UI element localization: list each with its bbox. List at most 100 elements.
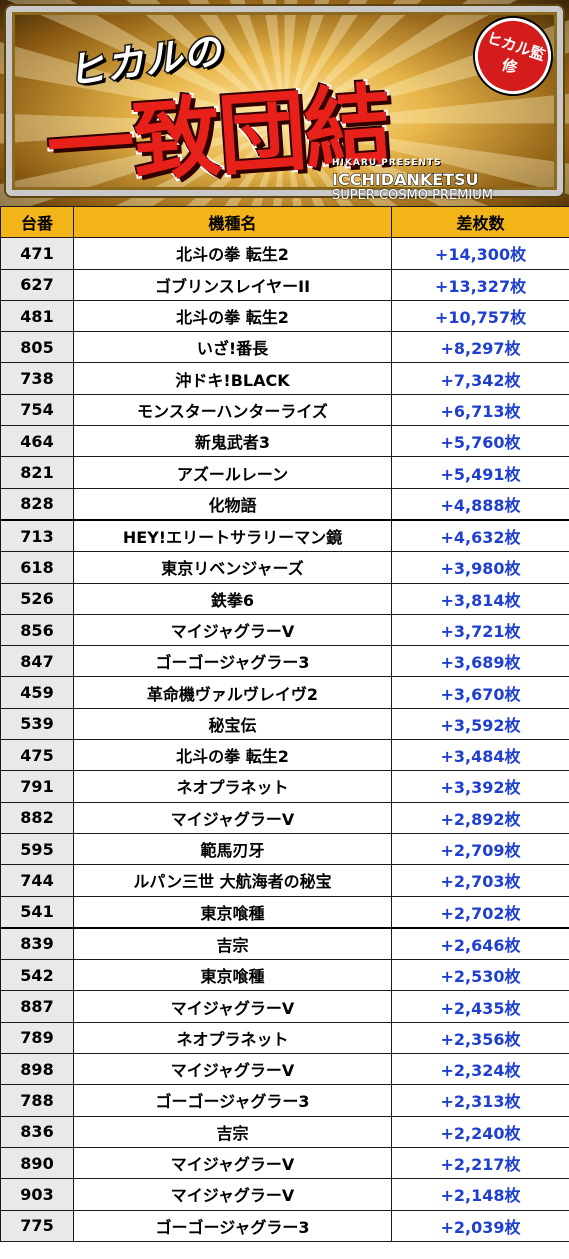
table-row: 459 革命機ヴァルヴレイヴ2 +3,670枚	[0, 676, 569, 709]
header-banner: ヒカルの 一致団結 ヒカル監修 HIKARU PRESENTS ICCHIDAN…	[0, 0, 569, 206]
table-row: 789 ネオプラネット +2,356枚	[0, 1021, 569, 1055]
machine-number-cell: 788	[0, 1084, 74, 1117]
model-name-cell: 革命機ヴァルヴレイヴ2	[73, 676, 392, 709]
difference-cell: +2,240枚	[391, 1115, 569, 1148]
model-name-cell: 東京リベンジャーズ	[73, 551, 392, 584]
machine-number-cell: 890	[0, 1146, 74, 1180]
machine-number-cell: 595	[0, 832, 74, 866]
difference-cell: +2,709枚	[391, 832, 569, 866]
machine-number-cell: 754	[0, 393, 74, 427]
difference-cell: +2,530枚	[391, 959, 569, 992]
machine-number-cell: 526	[0, 582, 74, 615]
model-name-cell: 東京喰種	[73, 959, 392, 992]
machine-number-cell: 791	[0, 770, 74, 803]
table-row: 821 アズールレーン +5,491枚	[0, 456, 569, 489]
table-row: 805 いざ!番長 +8,297枚	[0, 331, 569, 364]
model-name-cell: ゴブリンスレイヤーII	[73, 268, 392, 301]
difference-cell: +4,632枚	[391, 518, 569, 553]
model-name-cell: モンスターハンターライズ	[73, 393, 392, 427]
machine-number-cell: 541	[0, 895, 74, 929]
machine-number-cell: 475	[0, 739, 74, 772]
machine-number-cell: 618	[0, 551, 74, 584]
banner-light-rays	[0, 0, 569, 206]
difference-cell: +7,342枚	[391, 362, 569, 395]
difference-cell: +2,702枚	[391, 895, 569, 929]
difference-cell: +3,670枚	[391, 676, 569, 709]
machine-number-cell: 464	[0, 425, 74, 458]
model-name-cell: 秘宝伝	[73, 707, 392, 741]
table-row: 890 マイジャグラーV +2,217枚	[0, 1146, 569, 1180]
machine-number-cell: 738	[0, 362, 74, 395]
model-name-cell: ルパン三世 大航海者の秘宝	[73, 864, 392, 897]
model-name-cell: 北斗の拳 転生2	[73, 299, 392, 333]
table-row: 836 吉宗 +2,240枚	[0, 1115, 569, 1148]
difference-cell: +5,760枚	[391, 425, 569, 458]
difference-cell: +2,324枚	[391, 1053, 569, 1086]
difference-cell: +2,892枚	[391, 801, 569, 834]
difference-cell: +2,356枚	[391, 1021, 569, 1055]
table-row: 481 北斗の拳 転生2 +10,757枚	[0, 299, 569, 333]
table-row: 526 鉄拳6 +3,814枚	[0, 582, 569, 615]
table-row: 539 秘宝伝 +3,592枚	[0, 707, 569, 741]
machine-number-cell: 836	[0, 1115, 74, 1148]
machine-number-cell: 542	[0, 959, 74, 992]
machine-number-cell: 821	[0, 456, 74, 489]
machine-number-cell: 856	[0, 613, 74, 647]
column-header-model-name: 機種名	[73, 205, 392, 239]
machine-number-cell: 847	[0, 645, 74, 678]
model-name-cell: ゴーゴージャグラー3	[73, 645, 392, 678]
banner-logo-text: ICCHIDANKETSU	[332, 170, 480, 190]
machine-number-cell: 459	[0, 676, 74, 709]
difference-cell: +3,484枚	[391, 739, 569, 772]
difference-cell: +6,713枚	[391, 393, 569, 427]
difference-cell: +3,689枚	[391, 645, 569, 678]
table-row: 898 マイジャグラーV +2,324枚	[0, 1053, 569, 1086]
machine-number-cell: 471	[0, 237, 74, 270]
difference-cell: +3,721枚	[391, 613, 569, 647]
difference-cell: +4,888枚	[391, 487, 569, 521]
difference-cell: +2,646枚	[391, 926, 569, 961]
model-name-cell: ゴーゴージャグラー3	[73, 1084, 392, 1117]
table-row: 627 ゴブリンスレイヤーII +13,327枚	[0, 268, 569, 301]
table-row: 595 範馬刃牙 +2,709枚	[0, 832, 569, 866]
difference-cell: +3,392枚	[391, 770, 569, 803]
column-header-difference: 差枚数	[391, 205, 569, 239]
table-row: 856 マイジャグラーV +3,721枚	[0, 613, 569, 647]
difference-cell: +2,313枚	[391, 1084, 569, 1117]
difference-cell: +3,980枚	[391, 551, 569, 584]
model-name-cell: 東京喰種	[73, 895, 392, 929]
machine-number-cell: 775	[0, 1209, 74, 1242]
model-name-cell: 化物語	[73, 487, 392, 521]
banner-presents: HIKARU PRESENTS	[332, 158, 442, 168]
difference-cell: +8,297枚	[391, 331, 569, 364]
table-row: 464 新鬼武者3 +5,760枚	[0, 425, 569, 458]
difference-cell: +13,327枚	[391, 268, 569, 301]
table-row: 847 ゴーゴージャグラー3 +3,689枚	[0, 645, 569, 678]
machine-number-cell: 789	[0, 1021, 74, 1055]
table-row: 471 北斗の拳 転生2 +14,300枚	[0, 237, 569, 270]
table-row: 754 モンスターハンターライズ +6,713枚	[0, 393, 569, 427]
difference-cell: +10,757枚	[391, 299, 569, 333]
difference-cell: +2,703枚	[391, 864, 569, 897]
table-row: 903 マイジャグラーV +2,148枚	[0, 1178, 569, 1211]
difference-cell: +2,039枚	[391, 1209, 569, 1242]
machine-number-cell: 839	[0, 926, 74, 961]
model-name-cell: ネオプラネット	[73, 770, 392, 803]
model-name-cell: ゴーゴージャグラー3	[73, 1209, 392, 1242]
table-row: 618 東京リベンジャーズ +3,980枚	[0, 551, 569, 584]
table-row: 541 東京喰種 +2,702枚	[0, 895, 569, 929]
table-row: 791 ネオプラネット +3,392枚	[0, 770, 569, 803]
machine-number-cell: 481	[0, 299, 74, 333]
table-row: 828 化物語 +4,888枚	[0, 487, 569, 521]
machine-number-cell: 627	[0, 268, 74, 301]
difference-cell: +2,217枚	[391, 1146, 569, 1180]
machine-number-cell: 539	[0, 707, 74, 741]
table-row: 882 マイジャグラーV +2,892枚	[0, 801, 569, 834]
machine-number-cell: 887	[0, 990, 74, 1023]
model-name-cell: マイジャグラーV	[73, 1178, 392, 1211]
table-body: 471 北斗の拳 転生2 +14,300枚 627 ゴブリンスレイヤーII +13,327…	[0, 237, 569, 1242]
model-name-cell: 吉宗	[73, 1115, 392, 1148]
model-name-cell: 吉宗	[73, 926, 392, 961]
table-row: 475 北斗の拳 転生2 +3,484枚	[0, 739, 569, 772]
model-name-cell: ネオプラネット	[73, 1021, 392, 1055]
